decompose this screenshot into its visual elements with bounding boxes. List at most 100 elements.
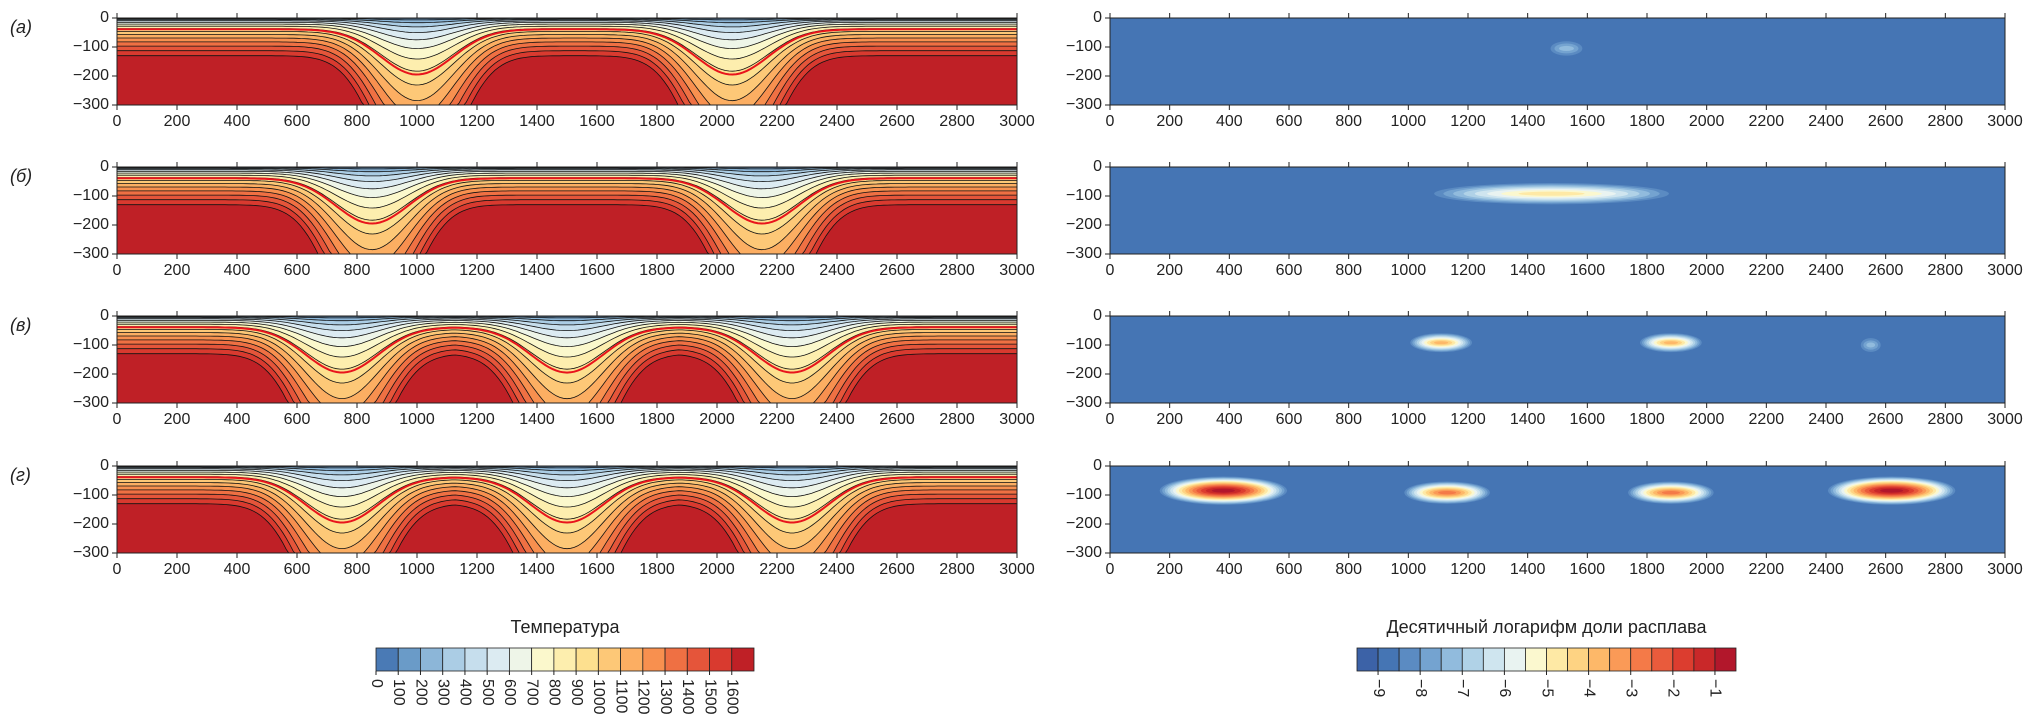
panel: 0 200 400 600 800 1000 1200 1400 1600 1800 2000 220…	[1066, 457, 2023, 578]
colorbar-swatch	[486, 647, 510, 672]
x-tick-label: 3000	[999, 113, 1035, 130]
contour-line	[117, 318, 1017, 332]
axes-frame	[1109, 465, 2006, 554]
x-tick-label: 1000	[399, 561, 435, 578]
contour-line	[117, 168, 1017, 177]
x-tick-label: 0	[113, 113, 122, 130]
y-tick-label: −300	[73, 394, 109, 411]
colorbar-swatch	[375, 647, 399, 672]
x-tick-label: 2800	[939, 411, 975, 428]
x-tick-label: 1800	[1629, 262, 1665, 279]
colorbar-tick-label: 900	[568, 679, 585, 706]
x-tick-label: 1800	[1629, 561, 1665, 578]
x-tick-label: 200	[164, 411, 191, 428]
contour-line	[117, 482, 1017, 550]
y-tick-label: −100	[1066, 38, 1102, 55]
x-tick-label: 200	[1156, 411, 1183, 428]
contour-line	[117, 50, 1017, 105]
contour-line	[117, 498, 1017, 553]
contour-line	[117, 172, 1017, 199]
panel: (в) 0 200 400 600 800 1000 1200 1400 1600 1800 2000…	[10, 307, 1035, 428]
contour-line	[117, 468, 1017, 482]
x-tick-label: 1800	[639, 561, 675, 578]
x-tick-label: 1200	[459, 561, 495, 578]
y-tick-label: −300	[73, 96, 109, 113]
y-tick-label: −200	[73, 67, 109, 84]
x-tick-label: 3000	[999, 262, 1035, 279]
colorbar-swatch	[1567, 647, 1590, 672]
x-tick-label: 1000	[1391, 411, 1427, 428]
x-tick-label: 2200	[759, 113, 795, 130]
contour-line	[117, 23, 1017, 50]
contour-line	[117, 55, 1017, 105]
x-tick-label: 400	[224, 411, 251, 428]
melt-region	[1880, 488, 1904, 493]
axes-frame	[116, 315, 1018, 404]
melt-region	[1558, 45, 1574, 52]
x-tick-label: 1600	[579, 411, 615, 428]
axes-frame	[116, 17, 1018, 106]
x-tick-label: 800	[1335, 561, 1362, 578]
colorbar-swatch	[553, 647, 577, 672]
x-tick-label: 1200	[1450, 262, 1486, 279]
y-tick-label: 0	[1093, 307, 1102, 324]
x-tick-label: 2400	[819, 113, 855, 130]
colorbar-tick-label: 1200	[635, 679, 652, 715]
panel: 0 200 400 600 800 1000 1200 1400 1600 1800 2000 220…	[1066, 9, 2023, 130]
x-tick-label: 2200	[1749, 113, 1785, 130]
colorbar-tick-label: −3	[1622, 679, 1639, 697]
contour-line	[117, 41, 1017, 105]
melt-region	[1518, 191, 1585, 196]
colorbar-swatch	[664, 647, 688, 672]
field	[1110, 316, 2005, 403]
x-tick-label: 2400	[1808, 561, 1844, 578]
x-tick-label: 600	[1276, 411, 1303, 428]
colorbar-tick-label: −4	[1580, 679, 1597, 697]
x-tick-label: 800	[344, 561, 371, 578]
field	[117, 316, 1017, 403]
temperature-band	[117, 204, 1017, 254]
x-tick-label: 2600	[1868, 113, 1904, 130]
contour-line	[117, 503, 1017, 553]
x-tick-label: 2600	[879, 561, 915, 578]
field-background	[1110, 167, 2005, 254]
y-tick-label: 0	[100, 9, 109, 26]
melt-region	[1866, 342, 1876, 348]
x-tick-label: 0	[113, 262, 122, 279]
contour-line	[117, 353, 1017, 403]
colorbar-tick-label: 300	[434, 679, 451, 706]
temperature-band	[117, 353, 1017, 403]
x-tick-label: 1600	[1570, 411, 1606, 428]
x-tick-label: 1000	[399, 262, 435, 279]
contour-line	[117, 329, 1017, 384]
y-tick-label: 0	[100, 457, 109, 474]
x-tick-label: 2000	[699, 411, 735, 428]
x-tick-label: 1800	[1629, 113, 1665, 130]
x-tick-label: 1400	[1510, 411, 1546, 428]
colorbar-swatch	[1609, 647, 1632, 672]
x-tick-label: 2400	[819, 561, 855, 578]
solidus-line	[117, 28, 1017, 76]
x-tick-label: 1800	[639, 113, 675, 130]
x-tick-label: 800	[1335, 262, 1362, 279]
contour-line	[117, 190, 1017, 254]
contour-line	[117, 343, 1017, 403]
x-tick-label: 600	[1276, 113, 1303, 130]
colorbar-tick-label: 0	[368, 679, 385, 688]
axes-frame	[116, 465, 1018, 554]
x-tick-label: 200	[164, 561, 191, 578]
x-tick-label: 2600	[1868, 262, 1904, 279]
axes-frame	[1109, 17, 2006, 106]
field	[1110, 466, 2005, 553]
contour-line	[117, 174, 1017, 209]
colorbar-tick-label: 1000	[590, 679, 607, 715]
field-background	[1110, 18, 2005, 105]
colorbar: Температура 0 100 200 300 400 500 600 700 800 900 1…	[368, 617, 755, 715]
x-tick-label: 200	[1156, 262, 1183, 279]
x-tick-label: 1000	[1391, 262, 1427, 279]
x-tick-label: 1000	[1391, 561, 1427, 578]
y-tick-label: 0	[1093, 158, 1102, 175]
colorbar-swatch	[1525, 647, 1547, 672]
x-tick-label: 1600	[1570, 113, 1606, 130]
colorbar-tick-label: 500	[479, 679, 496, 706]
